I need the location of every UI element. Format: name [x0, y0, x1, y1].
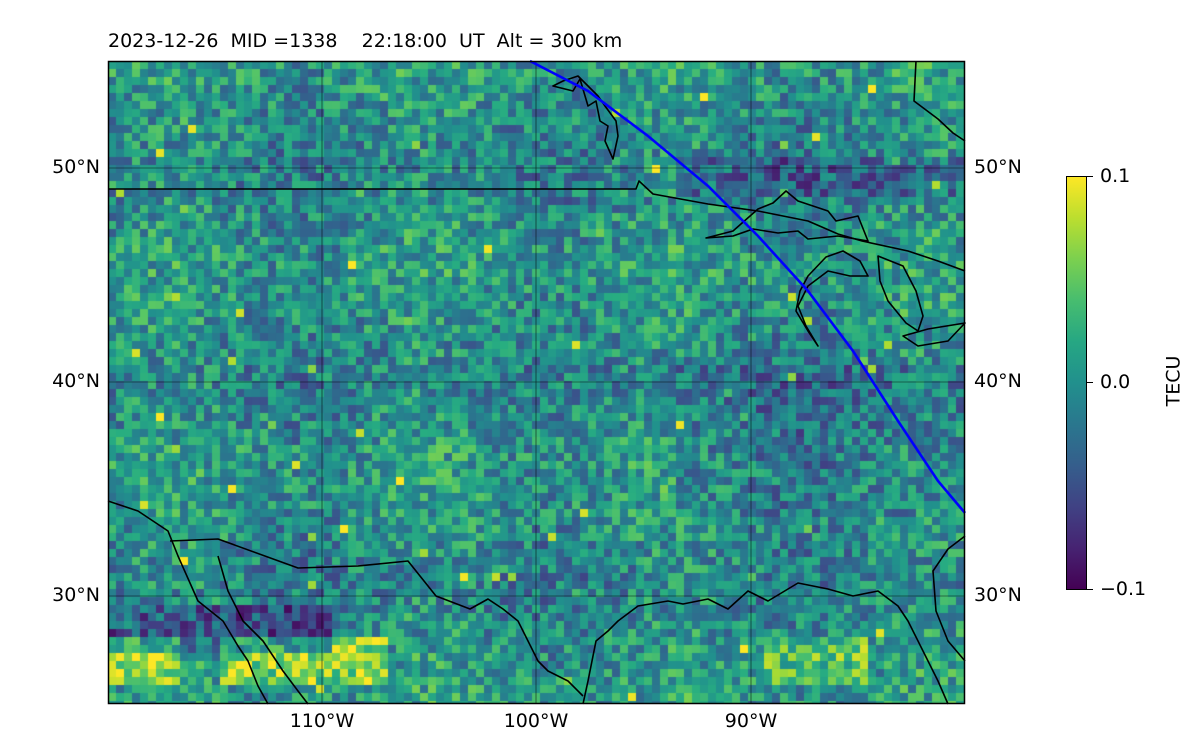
florida-coast	[932, 535, 966, 662]
lat-label-40-right: 40°N	[974, 370, 1022, 392]
colorbar-tick-bottom	[1087, 589, 1093, 590]
satellite-track	[529, 59, 966, 514]
gulf-coast	[582, 582, 949, 705]
map-frame	[107, 60, 966, 705]
baja-coast	[107, 500, 269, 705]
lat-label-30-left: 30°N	[52, 584, 100, 606]
mexico-border	[169, 538, 584, 697]
lon-label-90w: 90°W	[724, 710, 778, 732]
colorbar-title: TECU	[1162, 355, 1185, 407]
colorbar-tick-top	[1087, 176, 1093, 177]
map-overlay	[107, 59, 966, 705]
colorbar-tick-mid	[1087, 382, 1093, 383]
lake-huron	[877, 255, 924, 332]
canada-border	[108, 180, 966, 272]
lon-label-100w: 100°W	[503, 710, 569, 732]
lat-label-30-right: 30°N	[974, 584, 1022, 606]
colorbar-label-zero: 0.0	[1100, 371, 1131, 393]
title-mid: MID =1338	[230, 30, 338, 52]
lat-label-50-left: 50°N	[52, 156, 100, 178]
title-alt: Alt = 300 km	[496, 30, 623, 52]
map-title: 2023-12-26 MID =1338 22:18:00 UT Alt = 3…	[108, 30, 622, 52]
gulf-california	[217, 555, 309, 705]
lake-erie	[902, 322, 966, 347]
lon-label-110w: 110°W	[289, 710, 355, 732]
lat-label-50-right: 50°N	[974, 156, 1022, 178]
coastlines	[107, 60, 966, 705]
map-panel	[107, 59, 966, 705]
colorbar	[1066, 176, 1087, 590]
lake-superior	[705, 190, 869, 242]
lat-label-40-left: 40°N	[52, 370, 100, 392]
lake-winnipeg	[552, 75, 619, 160]
hudson-bay	[913, 60, 966, 142]
colorbar-label-max: 0.1	[1100, 165, 1131, 187]
lake-michigan	[795, 250, 869, 347]
title-time: 22:18:00 UT	[361, 30, 485, 52]
title-date: 2023-12-26	[108, 30, 219, 52]
colorbar-label-min: −0.1	[1100, 578, 1147, 600]
graticule	[108, 61, 965, 704]
